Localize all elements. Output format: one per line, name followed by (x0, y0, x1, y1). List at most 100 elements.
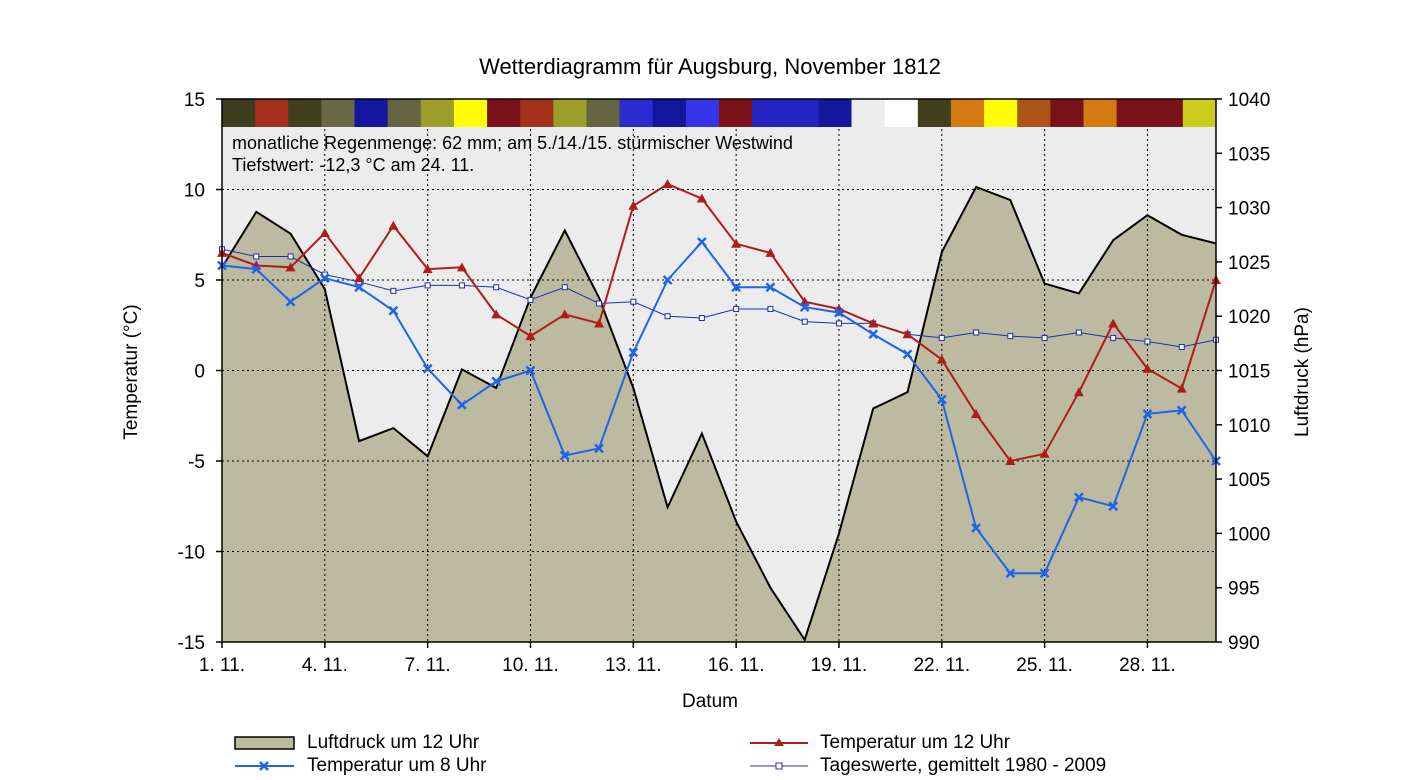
temp12-point (594, 318, 605, 328)
left-tick-label: 10 (184, 181, 205, 202)
avg-point (390, 287, 397, 294)
avg-point (527, 296, 534, 303)
sky-cell-7 (420, 99, 455, 127)
temp8-point (1005, 568, 1016, 579)
legend-avg-marker (775, 762, 783, 770)
temp12-point (422, 264, 433, 274)
temp8-point (1039, 568, 1050, 579)
temp8-point (319, 273, 330, 284)
temp12-point (525, 331, 536, 341)
legend-temp12-marker (774, 738, 784, 746)
sky-cell-16 (719, 99, 753, 127)
right-tick-label: 1025 (1228, 253, 1270, 274)
sky-cell-17 (752, 99, 786, 127)
temp8-point (1142, 409, 1153, 419)
temp8-point (388, 305, 399, 316)
x-axis: 1. 11. 4. 11. 7. 11. 10. 11. 13. 11. 16. 11. 1… (199, 642, 1176, 676)
sky-cell-8 (453, 99, 488, 127)
left-axis: 15 10 5 0 -5 -10 -15 (178, 90, 222, 654)
sky-cell-29 (1149, 99, 1184, 127)
avg-line (222, 248, 1216, 348)
avg-point (287, 253, 294, 260)
avg-point (733, 305, 740, 312)
temp12-point (1005, 456, 1016, 465)
temp8-point (457, 400, 467, 410)
temp12-point (1142, 363, 1153, 373)
right-tick-label: 995 (1228, 579, 1260, 600)
avg-point (938, 334, 945, 341)
temp8-point (285, 296, 296, 307)
temp12-point (936, 354, 947, 364)
avg-point (973, 329, 980, 336)
avg-point (767, 305, 774, 312)
x-tick-label: 25. 11. (1016, 655, 1073, 676)
pressure-line (222, 185, 1216, 642)
avg-point (698, 315, 705, 322)
sky-cell-25 (1017, 99, 1051, 127)
avg-point (493, 284, 500, 291)
temp8-point (868, 329, 879, 340)
pressure-area (222, 187, 1216, 642)
left-axis-label: Temperatur (°C) (121, 304, 142, 439)
right-tick-label: 1020 (1228, 307, 1270, 328)
sky-cell-10 (520, 99, 554, 127)
temp8-point (971, 523, 981, 533)
right-axis-label: Luftdruck (hPa) (1292, 307, 1313, 437)
temp8-point (696, 237, 707, 247)
temp12-point (319, 227, 330, 237)
x-axis-label: Datum (682, 691, 738, 712)
avg-point (630, 298, 637, 305)
sky-cell-27 (1083, 99, 1117, 127)
temp8-point (251, 264, 262, 275)
right-tick-label: 1030 (1228, 199, 1270, 220)
temp8-point (1108, 501, 1119, 512)
temp12-point (902, 329, 913, 339)
right-tick-label: 1015 (1228, 362, 1270, 383)
right-tick-label: 990 (1228, 633, 1260, 654)
sky-cell-15 (685, 99, 720, 127)
right-tick-label: 1010 (1228, 416, 1270, 437)
right-tick-label: 1040 (1228, 90, 1270, 111)
x-tick-label: 13. 11. (605, 655, 662, 676)
sky-cell-9 (487, 99, 521, 127)
legend-temp8-label: Temperatur um 8 Uhr (307, 755, 487, 776)
temp12-point (662, 179, 673, 189)
avg-point (561, 284, 568, 291)
temp8-point (936, 394, 947, 405)
right-tick-label: 1005 (1228, 470, 1270, 491)
avg-point (1110, 334, 1117, 341)
sky-cell-13 (619, 99, 654, 127)
x-tick-label: 4. 11. (302, 655, 348, 676)
x-tick-label: 10. 11. (502, 655, 559, 676)
temp12-line (222, 182, 1216, 463)
x-tick-label: 7. 11. (405, 655, 451, 676)
sky-cell-21 (884, 99, 919, 127)
temp12-point (765, 247, 776, 257)
temp12-point (696, 193, 707, 203)
sky-cell-22 (917, 99, 952, 127)
left-tick-label: 15 (184, 90, 205, 111)
avg-point (596, 300, 603, 307)
temp8-point (354, 282, 364, 293)
temp12-point (456, 262, 467, 272)
chart-title: Wetterdiagramm für Augsburg, November 18… (479, 54, 941, 79)
temp8-point (491, 376, 502, 387)
sky-color-strip (222, 99, 1217, 127)
grid-lines (222, 99, 1216, 642)
temp8-point (799, 302, 810, 313)
avg-point (664, 313, 671, 320)
x-tick-label: 28. 11. (1119, 655, 1176, 676)
temp12-point (388, 220, 399, 230)
temp8-line (222, 240, 1216, 575)
left-tick-label: -5 (188, 452, 205, 473)
left-tick-label: -10 (178, 543, 205, 564)
temp8-point (594, 443, 604, 454)
avg-point (458, 282, 465, 289)
avg-point (1178, 343, 1185, 350)
legend-temp12-label: Temperatur um 12 Uhr (820, 732, 1011, 753)
legend-avg-label: Tageswerte, gemittelt 1980 - 2009 (820, 755, 1106, 776)
temp12-point (491, 309, 502, 319)
avg-point (1007, 333, 1014, 340)
temp12-point (971, 408, 982, 418)
sky-cell-26 (1050, 99, 1084, 127)
